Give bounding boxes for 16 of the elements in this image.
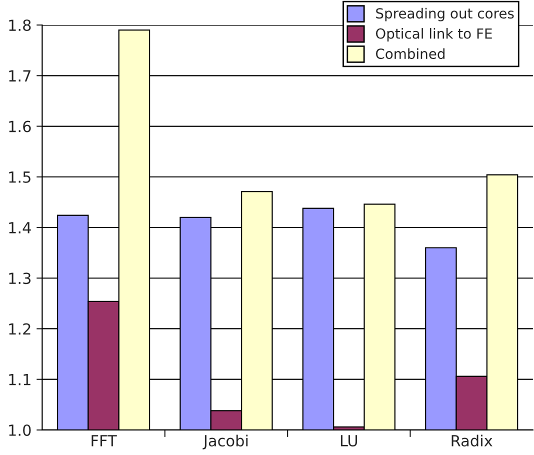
y-tick-label: 1.5 [9,172,30,183]
x-tick-label: Radix [452,434,492,447]
y-tick-label: 1.8 [9,19,31,32]
legend-label: Spreading out cores [376,8,514,22]
legend-label: Optical link to FE [376,28,492,42]
x-tick-label: FFT [92,435,117,446]
x-tick-label: LU [340,435,358,447]
y-tick-label: 1.4 [9,222,31,234]
y-tick-label: 1.6 [9,120,31,132]
y-tick-label: 1.0 [9,424,31,436]
y-tick-label: 1.7 [9,70,30,82]
y-tick-label: 1.1 [9,374,30,386]
legend-label: Combined [376,48,444,60]
y-tick-label: 1.2 [9,323,30,335]
x-tick-label: Jacobi [202,434,248,450]
y-tick-label: 1.3 [9,272,31,284]
